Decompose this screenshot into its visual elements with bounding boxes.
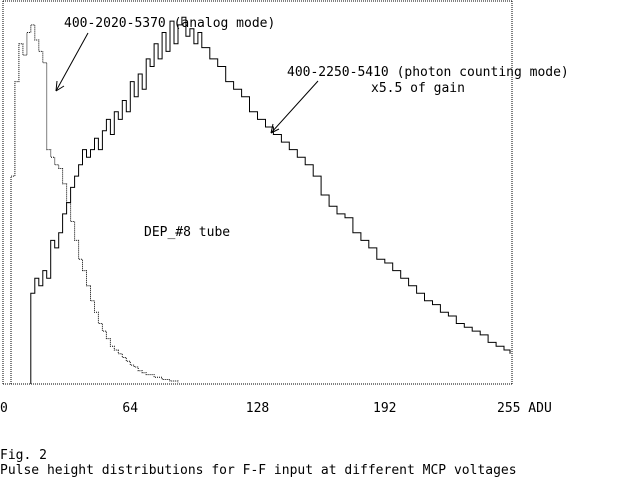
annotation-analog-mode: 400-2020-5370 (analog mode) — [64, 16, 275, 31]
figure-caption: Pulse height distributions for F-F input… — [0, 463, 517, 478]
annotation-tube: DEP_#8 tube — [144, 225, 230, 240]
pulse-height-chart: 0 64 128 192 255 ADU 400-2020-5370 (analog m… — [0, 0, 569, 416]
annotation-photon-counting-mode: 400-2250-5410 (photon counting mode) — [287, 65, 569, 80]
annotation-gain: x5.5 of gain — [371, 81, 465, 96]
x-tick-label: 0 — [0, 401, 8, 416]
series-line-photon-counting-mode — [30, 16, 511, 384]
arrow-analog — [55, 32, 89, 92]
x-tick-label: 255 ADU — [497, 401, 552, 416]
figure-label: Fig. 2 — [0, 448, 47, 463]
x-tick-label: 192 — [373, 401, 396, 416]
x-tick-labels: 0 64 128 192 255 ADU — [0, 401, 552, 416]
series-layer — [7, 16, 511, 385]
x-tick-label: 128 — [246, 401, 269, 416]
arrow-photon-counting — [270, 80, 319, 134]
series-line-analog-mode — [7, 24, 179, 385]
x-tick-label: 64 — [122, 401, 138, 416]
